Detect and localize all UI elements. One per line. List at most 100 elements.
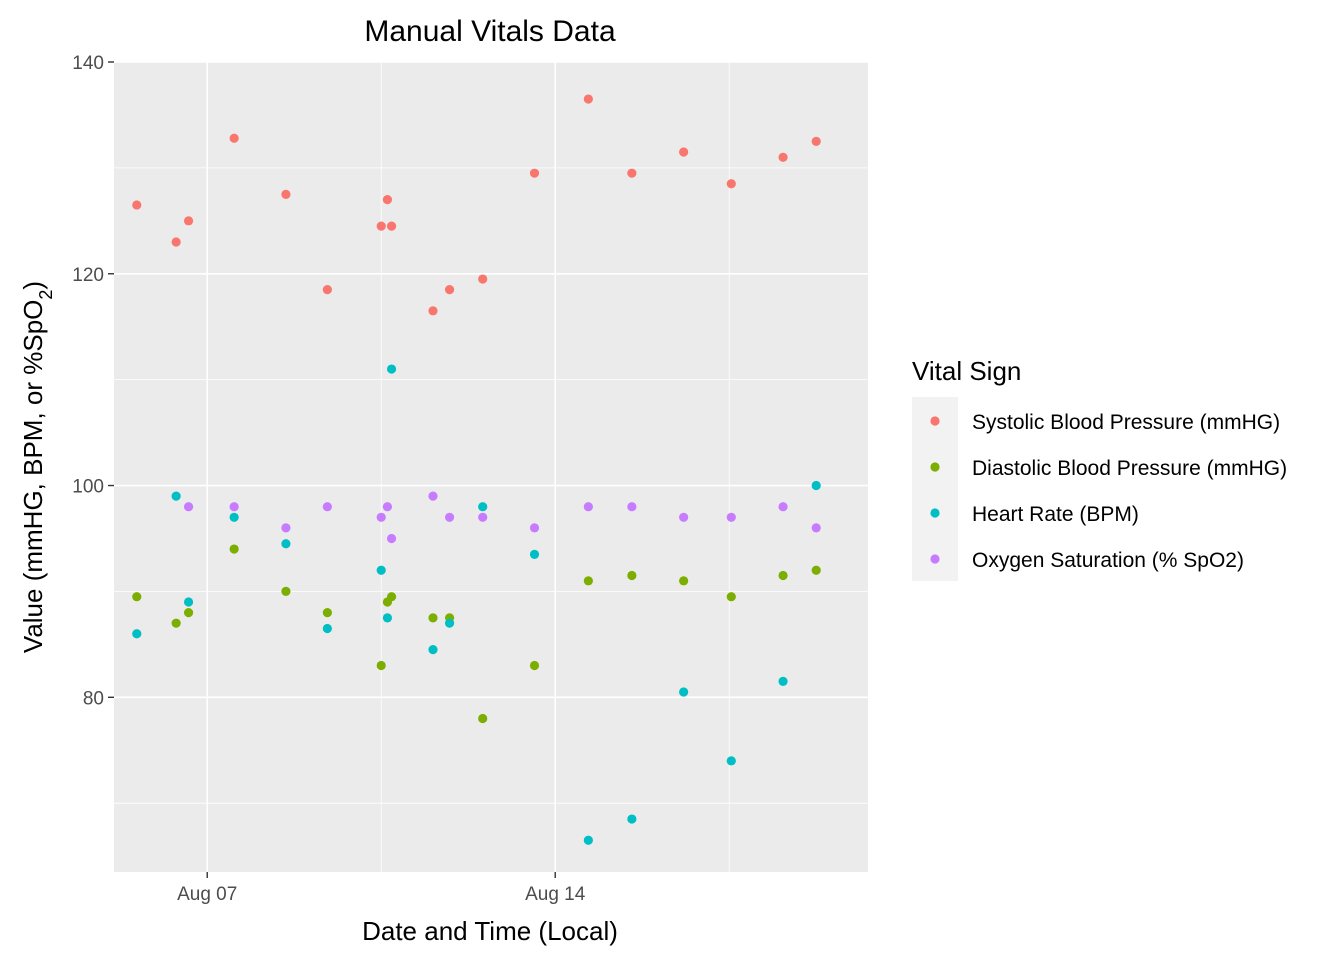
point-diastolic-blood-pressure-mmhg bbox=[679, 576, 689, 586]
point-oxygen-saturation-spo2 bbox=[376, 512, 386, 522]
point-heart-rate-bpm bbox=[627, 814, 637, 824]
point-heart-rate-bpm bbox=[583, 835, 593, 845]
point-diastolic-blood-pressure-mmhg bbox=[386, 592, 397, 602]
point-heart-rate-bpm bbox=[183, 597, 194, 607]
point-systolic-blood-pressure-mmhg bbox=[322, 285, 332, 295]
x-axis: Aug 07 Aug 14 bbox=[177, 872, 586, 905]
point-heart-rate-bpm bbox=[382, 613, 393, 623]
legend-key-1 bbox=[930, 462, 940, 472]
y-axis-title: Value (mmHG, BPM, or %SpO2) bbox=[18, 281, 56, 653]
point-diastolic-blood-pressure-mmhg bbox=[322, 607, 332, 618]
point-heart-rate-bpm bbox=[386, 364, 397, 374]
point-heart-rate-bpm bbox=[229, 512, 239, 522]
point-heart-rate-bpm bbox=[778, 676, 788, 687]
point-diastolic-blood-pressure-mmhg bbox=[132, 592, 142, 602]
point-diastolic-blood-pressure-mmhg bbox=[171, 618, 181, 628]
point-diastolic-blood-pressure-mmhg bbox=[627, 570, 637, 581]
point-heart-rate-bpm bbox=[811, 480, 821, 491]
y-tick-label: 120 bbox=[72, 265, 104, 286]
y-tick-label: 80 bbox=[83, 688, 104, 709]
point-systolic-blood-pressure-mmhg bbox=[376, 221, 386, 231]
point-heart-rate-bpm bbox=[679, 687, 689, 697]
point-systolic-blood-pressure-mmhg bbox=[183, 216, 194, 226]
point-systolic-blood-pressure-mmhg bbox=[428, 306, 438, 316]
point-systolic-blood-pressure-mmhg bbox=[171, 237, 181, 247]
point-oxygen-saturation-spo2 bbox=[428, 491, 438, 501]
point-oxygen-saturation-spo2 bbox=[726, 512, 736, 522]
point-systolic-blood-pressure-mmhg bbox=[281, 189, 291, 199]
point-heart-rate-bpm bbox=[478, 502, 488, 512]
point-diastolic-blood-pressure-mmhg bbox=[811, 565, 821, 575]
point-systolic-blood-pressure-mmhg bbox=[386, 221, 397, 231]
legend-label-0: Systolic Blood Pressure (mmHG) bbox=[972, 411, 1280, 434]
point-diastolic-blood-pressure-mmhg bbox=[726, 592, 736, 602]
point-heart-rate-bpm bbox=[171, 491, 181, 501]
point-oxygen-saturation-spo2 bbox=[229, 502, 239, 512]
y-tick-label: 140 bbox=[72, 53, 104, 74]
point-diastolic-blood-pressure-mmhg bbox=[229, 544, 239, 554]
point-heart-rate-bpm bbox=[322, 623, 332, 634]
point-oxygen-saturation-spo2 bbox=[382, 502, 393, 512]
point-diastolic-blood-pressure-mmhg bbox=[183, 607, 194, 618]
point-oxygen-saturation-spo2 bbox=[444, 512, 455, 522]
y-axis-title-subscript: 2 bbox=[36, 290, 56, 300]
point-oxygen-saturation-spo2 bbox=[811, 523, 821, 533]
point-systolic-blood-pressure-mmhg bbox=[679, 147, 689, 157]
point-systolic-blood-pressure-mmhg bbox=[726, 179, 736, 189]
legend-items: Systolic Blood Pressure (mmHG) Diastolic … bbox=[930, 411, 1287, 572]
y-axis: 80 100 120 140 bbox=[72, 53, 114, 709]
point-oxygen-saturation-spo2 bbox=[322, 502, 332, 512]
point-oxygen-saturation-spo2 bbox=[778, 502, 788, 512]
point-diastolic-blood-pressure-mmhg bbox=[428, 613, 438, 623]
point-systolic-blood-pressure-mmhg bbox=[811, 136, 821, 147]
legend-key-background bbox=[912, 397, 958, 581]
point-oxygen-saturation-spo2 bbox=[386, 533, 397, 544]
point-systolic-blood-pressure-mmhg bbox=[778, 152, 788, 162]
point-systolic-blood-pressure-mmhg bbox=[382, 195, 393, 205]
point-oxygen-saturation-spo2 bbox=[627, 502, 637, 512]
point-diastolic-blood-pressure-mmhg bbox=[478, 713, 488, 724]
point-oxygen-saturation-spo2 bbox=[679, 512, 689, 522]
point-heart-rate-bpm bbox=[281, 539, 291, 549]
point-diastolic-blood-pressure-mmhg bbox=[583, 576, 593, 586]
point-systolic-blood-pressure-mmhg bbox=[229, 133, 239, 143]
minor-gridlines bbox=[114, 62, 868, 872]
point-oxygen-saturation-spo2 bbox=[529, 523, 540, 533]
legend-key-2 bbox=[930, 508, 940, 518]
y-tick-label: 100 bbox=[72, 477, 104, 498]
point-heart-rate-bpm bbox=[132, 629, 142, 639]
y-axis-title-end: ) bbox=[18, 281, 48, 290]
x-axis-title: Date and Time (Local) bbox=[362, 916, 618, 946]
chart-title: Manual Vitals Data bbox=[364, 15, 616, 48]
point-systolic-blood-pressure-mmhg bbox=[627, 168, 637, 178]
point-heart-rate-bpm bbox=[376, 565, 386, 575]
point-oxygen-saturation-spo2 bbox=[281, 523, 291, 533]
x-tick-label: Aug 07 bbox=[177, 884, 237, 905]
point-heart-rate-bpm bbox=[428, 645, 438, 655]
legend-title: Vital Sign bbox=[912, 356, 1021, 386]
data-points bbox=[132, 94, 821, 845]
y-axis-title-main: Value (mmHG, BPM, or %SpO bbox=[18, 300, 48, 654]
x-tick-label: Aug 14 bbox=[525, 884, 586, 905]
point-diastolic-blood-pressure-mmhg bbox=[281, 586, 291, 597]
point-systolic-blood-pressure-mmhg bbox=[583, 94, 593, 104]
legend-key-3 bbox=[930, 554, 940, 564]
point-oxygen-saturation-spo2 bbox=[583, 502, 593, 512]
legend: Vital Sign Systolic Blood Pressure (mmHG… bbox=[912, 356, 1287, 581]
point-diastolic-blood-pressure-mmhg bbox=[778, 570, 788, 581]
point-heart-rate-bpm bbox=[529, 549, 540, 559]
point-oxygen-saturation-spo2 bbox=[183, 502, 194, 512]
point-systolic-blood-pressure-mmhg bbox=[132, 200, 142, 210]
point-systolic-blood-pressure-mmhg bbox=[529, 168, 540, 178]
point-systolic-blood-pressure-mmhg bbox=[478, 274, 488, 284]
major-gridlines bbox=[114, 61, 868, 872]
point-heart-rate-bpm bbox=[444, 618, 455, 628]
legend-key-0 bbox=[930, 416, 940, 426]
point-oxygen-saturation-spo2 bbox=[478, 512, 488, 522]
plot-panel bbox=[114, 62, 868, 872]
point-diastolic-blood-pressure-mmhg bbox=[529, 660, 540, 671]
legend-label-3: Oxygen Saturation (% SpO2) bbox=[972, 549, 1244, 572]
point-systolic-blood-pressure-mmhg bbox=[444, 285, 455, 295]
point-heart-rate-bpm bbox=[726, 756, 736, 766]
